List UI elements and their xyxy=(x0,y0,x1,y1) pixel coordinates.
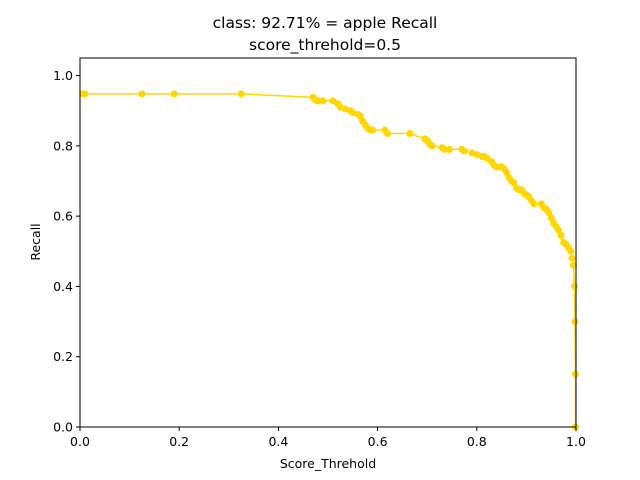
data-point xyxy=(170,90,178,98)
x-tick-label: 1.0 xyxy=(566,434,586,449)
data-point xyxy=(319,97,327,105)
chart-subtitle: score_threhold=0.5 xyxy=(249,36,401,55)
x-tick-label: 0.2 xyxy=(169,434,189,449)
x-tick-label: 0.6 xyxy=(368,434,388,449)
data-point xyxy=(547,214,555,222)
data-point xyxy=(384,130,392,138)
x-tick-label: 0.4 xyxy=(268,434,288,449)
data-point xyxy=(369,126,377,134)
data-point xyxy=(81,90,89,98)
y-axis-label: Recall xyxy=(28,223,43,260)
data-point xyxy=(441,145,449,153)
x-tick-label: 0.0 xyxy=(70,434,90,449)
data-point xyxy=(356,112,364,120)
data-point xyxy=(314,97,322,105)
data-point xyxy=(428,142,436,150)
data-point xyxy=(237,90,245,98)
y-tick-label: 0.6 xyxy=(53,209,73,224)
y-axis: 0.0 0.2 0.4 0.6 0.8 1.0 xyxy=(53,68,80,435)
plot-frame xyxy=(79,57,577,428)
data-point xyxy=(571,318,579,326)
y-tick-label: 0.4 xyxy=(53,279,73,294)
data-point xyxy=(530,200,538,208)
data-point xyxy=(483,154,491,162)
recall-series-line xyxy=(82,93,577,427)
data-point xyxy=(567,247,575,255)
data-point xyxy=(406,130,414,138)
data-point xyxy=(446,145,454,153)
data-point xyxy=(557,231,565,239)
x-axis-label: Score_Threhold xyxy=(280,456,376,471)
x-tick-label: 0.8 xyxy=(467,434,487,449)
data-point xyxy=(555,226,563,234)
data-point xyxy=(545,209,553,217)
data-point xyxy=(510,179,518,187)
data-point xyxy=(503,168,511,176)
y-tick-label: 0.0 xyxy=(53,420,73,435)
y-tick-label: 0.2 xyxy=(53,349,73,364)
y-tick-label: 0.8 xyxy=(53,138,73,153)
x-axis: 0.0 0.2 0.4 0.6 0.8 1.0 xyxy=(70,427,586,449)
data-point xyxy=(138,90,146,98)
data-point xyxy=(571,282,579,290)
data-point xyxy=(570,261,578,269)
chart-title: class: 92.71% = apple Recall xyxy=(213,14,438,32)
y-tick-label: 1.0 xyxy=(53,68,73,83)
data-point xyxy=(460,147,468,155)
data-point xyxy=(568,254,576,262)
plot-layer xyxy=(78,90,579,431)
